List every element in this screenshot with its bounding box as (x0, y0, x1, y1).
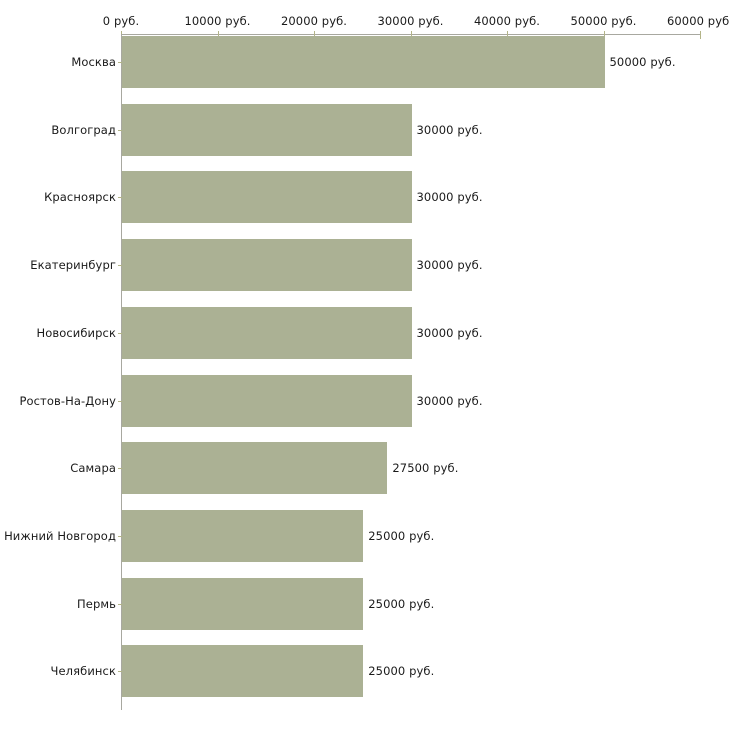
category-axis-tick (118, 536, 123, 537)
bar[interactable] (122, 442, 388, 495)
bar-value-label: 30000 руб. (416, 258, 483, 273)
value-axis-tick (410, 31, 412, 39)
category-label: Новосибирск (36, 325, 116, 340)
category-axis-tick (118, 401, 123, 402)
bar[interactable] (122, 171, 412, 224)
bar[interactable] (122, 374, 412, 427)
value-axis-tick-label: 60000 руб. (666, 14, 730, 28)
category-label: Нижний Новгород (4, 528, 116, 543)
bar[interactable] (122, 306, 412, 359)
value-axis-tick (700, 31, 701, 39)
value-axis-tick-label: 30000 руб. (377, 14, 444, 28)
category-axis-tick (118, 468, 123, 469)
category-label: Волгоград (51, 122, 116, 137)
category-label: Красноярск (44, 190, 116, 205)
category-label: Ростов-На-Дону (19, 393, 116, 408)
category-label: Москва (71, 55, 116, 69)
category-axis-tick (118, 333, 123, 334)
value-axis-tick-label: 40000 руб. (473, 14, 541, 28)
bar-value-label: 27500 руб. (392, 461, 459, 476)
bar-value-label: 30000 руб. (416, 325, 483, 340)
category-axis-tick (118, 130, 123, 131)
bar[interactable] (122, 36, 605, 88)
bar-value-label: 25000 руб. (368, 664, 435, 679)
bar[interactable] (122, 509, 364, 562)
bar-value-label: 30000 руб. (416, 122, 483, 137)
category-label: Челябинск (50, 664, 116, 679)
value-axis-tick (507, 31, 508, 39)
category-axis-tick (118, 62, 123, 63)
bar-value-label: 30000 руб. (416, 190, 483, 205)
category-axis-labels: Москва Волгоград Красноярск Екатеринбург Нов… (0, 0, 116, 730)
bar-value-label: 50000 руб. (609, 55, 676, 69)
value-axis-tick-label: 20000 руб. (280, 14, 348, 28)
bar[interactable] (122, 645, 364, 698)
category-axis (121, 34, 122, 710)
bar[interactable] (122, 577, 364, 630)
bar-value-label: 25000 руб. (368, 596, 435, 611)
category-axis-tick (118, 604, 123, 605)
category-label: Пермь (77, 596, 116, 611)
category-axis-tick (118, 197, 123, 198)
category-axis-tick (118, 265, 123, 266)
bar-value-label: 30000 руб. (416, 393, 483, 408)
value-axis-tick (603, 31, 605, 39)
value-axis-tick-label: 50000 руб. (570, 14, 637, 28)
category-axis-tick (118, 671, 123, 672)
bar[interactable] (122, 239, 412, 292)
category-label: Екатеринбург (30, 258, 116, 273)
bar[interactable] (122, 103, 412, 156)
value-axis-tick (314, 31, 315, 39)
category-label: Самара (70, 461, 116, 476)
bar-value-label: 25000 руб. (368, 528, 435, 543)
value-axis-tick (217, 31, 219, 39)
value-axis-tick-label: 0 руб. (102, 14, 140, 28)
value-axis-tick-label: 10000 руб. (184, 14, 251, 28)
